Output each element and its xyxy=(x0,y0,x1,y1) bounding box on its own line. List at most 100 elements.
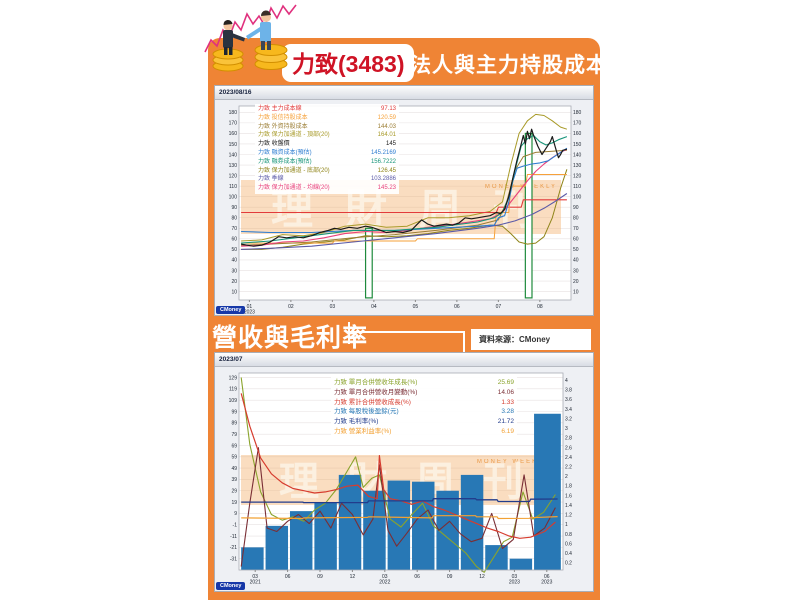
legend-item-value: 145.2169 xyxy=(370,149,396,156)
legend-item-name: 力致 收盤價 xyxy=(258,141,290,148)
coin-stack-left xyxy=(212,48,244,72)
svg-text:2022: 2022 xyxy=(379,580,390,586)
svg-text:2023: 2023 xyxy=(244,310,255,316)
svg-text:140: 140 xyxy=(573,152,582,158)
legend-item-name: 力致 單月合併營收月變動(%) xyxy=(334,388,418,396)
legend-item: 力致 季線 103.2886 xyxy=(258,175,396,184)
legend-item: 力致 融資成本(預估) 145.2169 xyxy=(258,149,396,158)
svg-text:170: 170 xyxy=(573,121,582,127)
legend-item-name: 力致 每股稅後盈餘(元) xyxy=(334,408,399,416)
svg-text:170: 170 xyxy=(229,121,238,127)
legend-item-value: 97.13 xyxy=(380,106,396,112)
svg-text:110: 110 xyxy=(573,184,581,190)
svg-text:89: 89 xyxy=(231,421,237,427)
legend-item-name: 力致 累計合併營收成長(%) xyxy=(334,398,411,406)
svg-text:1.4: 1.4 xyxy=(565,503,572,509)
svg-text:2023: 2023 xyxy=(509,580,520,586)
svg-text:40: 40 xyxy=(231,258,237,264)
legend-item-name: 力致 保力加通道 - 頂部(20) xyxy=(258,132,330,139)
svg-text:MONEY WEEKLY: MONEY WEEKLY xyxy=(485,184,557,190)
legend-item: 力致 主力成本線 97.13 xyxy=(258,105,396,114)
svg-text:06: 06 xyxy=(454,304,460,310)
svg-text:60: 60 xyxy=(573,237,579,243)
svg-text:140: 140 xyxy=(229,152,238,158)
svg-text:59: 59 xyxy=(231,455,237,461)
svg-text:130: 130 xyxy=(573,163,582,169)
svg-text:20: 20 xyxy=(573,279,579,285)
svg-text:70: 70 xyxy=(573,226,579,232)
svg-text:03: 03 xyxy=(252,574,258,580)
revenue-margin-chart-panel: 2023/07 -31 -21 -11 -1 9 19 29 39 49 59 69 79 89 99 10… xyxy=(214,352,594,592)
svg-text:109: 109 xyxy=(229,398,238,404)
svg-text:-11: -11 xyxy=(230,534,237,540)
svg-text:0.4: 0.4 xyxy=(565,551,572,557)
svg-text:70: 70 xyxy=(231,226,237,232)
legend-item-value: 3.28 xyxy=(501,408,514,416)
svg-text:30: 30 xyxy=(231,268,237,274)
legend-item: 力致 毛利率(%) 21.72 xyxy=(334,417,514,427)
report-card: 力致(3483) 法人與主力持股成本 2023/08/16 10 10 20 20 30… xyxy=(208,38,607,600)
legend-item: 力致 單月合併營收年成長(%) 25.69 xyxy=(334,378,514,388)
svg-text:2.2: 2.2 xyxy=(565,464,572,470)
svg-text:160: 160 xyxy=(573,131,582,137)
section-title: 營收與毛利率 xyxy=(212,325,369,352)
legend-item: 力致 每股稅後盈餘(元) 3.28 xyxy=(334,407,514,417)
legend-item-name: 力致 主力成本線 xyxy=(258,106,302,112)
svg-text:150: 150 xyxy=(229,142,238,148)
svg-text:07: 07 xyxy=(496,304,502,310)
svg-text:80: 80 xyxy=(573,216,579,222)
cmoney-logo: CMoney xyxy=(216,306,246,314)
svg-text:04: 04 xyxy=(371,304,377,310)
svg-text:09: 09 xyxy=(317,574,323,580)
svg-text:10: 10 xyxy=(573,289,579,295)
svg-text:130: 130 xyxy=(229,163,238,169)
svg-text:0.6: 0.6 xyxy=(565,541,572,547)
legend-item: 力致 營業利益率(%) 6.19 xyxy=(334,427,514,437)
bracket-decoration xyxy=(348,322,465,352)
svg-text:80: 80 xyxy=(231,216,237,222)
svg-text:03: 03 xyxy=(382,574,388,580)
page-title: 法人與主力持股成本 xyxy=(410,53,608,77)
legend-item: 力致 投信持股成本 120.59 xyxy=(258,114,396,123)
svg-text:60: 60 xyxy=(231,237,237,243)
svg-text:180: 180 xyxy=(229,110,238,116)
svg-text:3.8: 3.8 xyxy=(565,388,572,394)
legend-item-value: 6.19 xyxy=(501,427,514,435)
svg-text:40: 40 xyxy=(573,258,579,264)
svg-text:2: 2 xyxy=(565,474,568,480)
revenue-margin-legend: 力致 單月合併營收年成長(%) 25.69 力致 單月合併營收月變動(%) 14.06… xyxy=(331,377,517,438)
legend-item-name: 力致 營業利益率(%) xyxy=(334,427,392,435)
legend-item-name: 力致 投信持股成本 xyxy=(258,114,308,121)
holding-cost-legend: 力致 主力成本線 97.13 力致 投信持股成本 120.59 力致 外資持股成本 144… xyxy=(255,104,399,194)
svg-text:79: 79 xyxy=(231,432,237,438)
svg-text:-21: -21 xyxy=(230,545,237,551)
svg-text:1.8: 1.8 xyxy=(565,484,572,490)
legend-item: 力致 保力加通道 - 頂部(20) 164.01 xyxy=(258,131,396,140)
legend-item-value: 126.45 xyxy=(377,167,396,174)
svg-text:119: 119 xyxy=(229,387,237,393)
svg-text:129: 129 xyxy=(229,375,238,381)
section-divider: 營收與毛利率 資料來源：CMoney xyxy=(208,316,600,352)
svg-text:20: 20 xyxy=(231,279,237,285)
svg-text:2023: 2023 xyxy=(541,580,552,586)
legend-item: 力致 保力加通道 - 均線(20) 145.23 xyxy=(258,184,396,193)
svg-text:2.8: 2.8 xyxy=(565,436,572,442)
svg-text:10: 10 xyxy=(231,289,237,295)
cmoney-logo: CMoney xyxy=(216,582,246,590)
legend-item-value: 21.72 xyxy=(497,418,514,426)
svg-text:-31: -31 xyxy=(230,556,237,562)
legend-item-name: 力致 毛利率(%) xyxy=(334,418,379,426)
svg-text:120: 120 xyxy=(229,173,238,179)
legend-item-value: 25.69 xyxy=(497,379,514,386)
svg-text:90: 90 xyxy=(231,205,237,211)
svg-text:3.6: 3.6 xyxy=(565,397,572,403)
svg-text:69: 69 xyxy=(231,443,237,449)
legend-item-value: 144.03 xyxy=(377,123,396,130)
legend-item: 力致 保力加通道 - 底部(20) 126.45 xyxy=(258,167,396,176)
legend-item-name: 力致 保力加通道 - 均線(20) xyxy=(258,185,330,192)
svg-text:100: 100 xyxy=(573,194,582,200)
svg-text:180: 180 xyxy=(573,110,582,116)
chart-date: 2023/07 xyxy=(215,353,593,367)
legend-item-name: 力致 融券成本(預估) xyxy=(258,158,312,165)
